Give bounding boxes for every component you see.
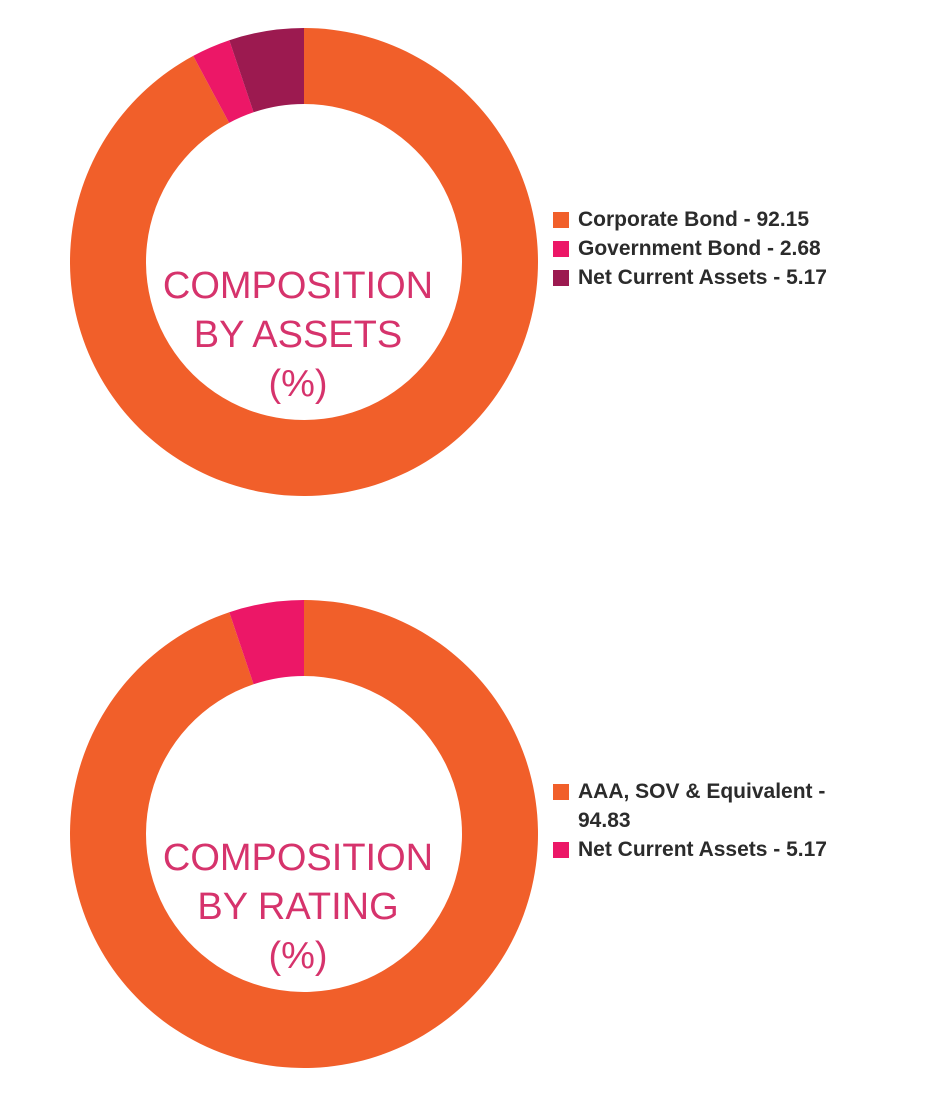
rating-donut: [70, 600, 538, 1068]
legend-item-aaa-sov-equivalent: AAA, SOV & Equivalent - 94.83: [553, 777, 873, 835]
legend-swatch: [553, 241, 569, 257]
legend-swatch: [553, 270, 569, 286]
legend-label: Net Current Assets - 5.17: [578, 266, 827, 289]
legend-label: Corporate Bond - 92.15: [578, 208, 810, 231]
assets-title-line-2: BY ASSETS: [193, 314, 403, 356]
rating-title-line-3: (%): [268, 935, 328, 977]
assets-donut: [70, 28, 539, 496]
legend-label: Government Bond - 2.68: [578, 237, 821, 260]
legend-swatch: [553, 842, 569, 858]
legend-item-government-bond: Government Bond - 2.68: [553, 234, 873, 263]
donut-slice-0: [70, 28, 539, 496]
donut-slice-1: [193, 40, 254, 123]
assets-title-line-1: COMPOSITION: [162, 265, 434, 307]
legend-item-corporate-bond: Corporate Bond - 92.15: [553, 205, 873, 234]
legend-label: AAA, SOV & Equivalent - 94.83: [578, 780, 826, 832]
assets-chart: COMPOSITION BY ASSETS (%) Corporate Bond…: [0, 0, 945, 500]
legend-swatch: [553, 784, 569, 800]
legend-label: Net Current Assets - 5.17: [578, 838, 827, 861]
donut-slice-0: [70, 600, 538, 1068]
rating-chart-title: COMPOSITION BY RATING (%): [148, 834, 448, 981]
rating-legend: AAA, SOV & Equivalent - 94.83 Net Curren…: [553, 777, 873, 864]
rating-title-line-1: COMPOSITION: [162, 837, 434, 879]
legend-item-net-current-assets: Net Current Assets - 5.17: [553, 835, 873, 864]
legend-swatch: [553, 212, 569, 228]
assets-title-line-3: (%): [268, 363, 328, 405]
donut-slice-2: [229, 28, 304, 113]
rating-title-line-2: BY RATING: [197, 886, 399, 928]
donut-slice-1: [229, 600, 304, 685]
legend-item-net-current-assets: Net Current Assets - 5.17: [553, 263, 873, 292]
assets-legend: Corporate Bond - 92.15 Government Bond -…: [553, 205, 873, 292]
rating-chart: COMPOSITION BY RATING (%) AAA, SOV & Equ…: [0, 572, 945, 1072]
assets-chart-title: COMPOSITION BY ASSETS (%): [148, 262, 448, 409]
